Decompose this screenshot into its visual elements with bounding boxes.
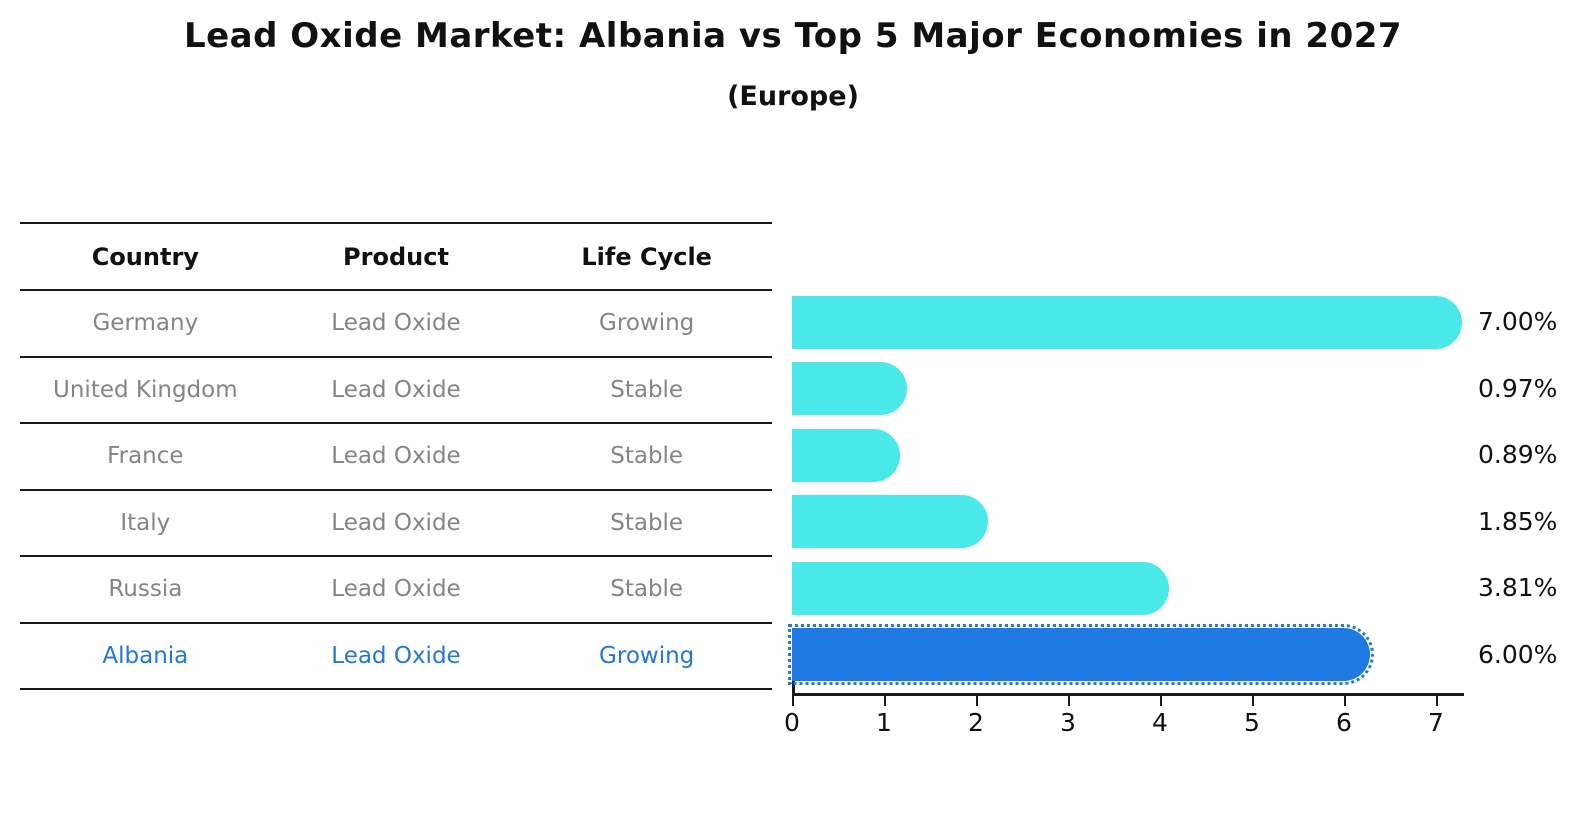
bar-united-kingdom [792, 362, 908, 416]
value-label-france: 0.89% [1478, 440, 1558, 470]
x-tick [1160, 696, 1162, 706]
cell-lifecycle: Growing [599, 642, 695, 669]
cell-product: Lead Oxide [331, 509, 461, 536]
table-row-albania: Albania Lead Oxide Growing [20, 624, 772, 690]
bar-chart: 7.00% 0.97% 0.89% 1.85% 3.81% 6.00% 0 1 2 3 4 5 6 7 [784, 222, 1582, 782]
value-label-albania: 6.00% [1478, 639, 1558, 669]
cell-lifecycle: Growing [599, 310, 695, 337]
x-tick [976, 696, 978, 706]
x-tick-label: 5 [1244, 708, 1260, 737]
value-label-italy: 1.85% [1478, 506, 1558, 536]
cell-product: Lead Oxide [331, 642, 461, 669]
table-row-germany: Germany Lead Oxide Growing [20, 291, 772, 358]
bar-albania [788, 624, 1374, 686]
table-row-united-kingdom: United Kingdom Lead Oxide Stable [20, 358, 772, 424]
cell-product: Lead Oxide [331, 443, 461, 470]
x-tick [884, 696, 886, 706]
value-label-russia: 3.81% [1478, 573, 1558, 603]
cell-country: United Kingdom [53, 376, 238, 403]
table-row-russia: Russia Lead Oxide Stable [20, 557, 772, 624]
table-row-italy: Italy Lead Oxide Stable [20, 491, 772, 557]
bar-italy [792, 495, 989, 549]
column-header-lifecycle: Life Cycle [581, 242, 712, 271]
bar-russia [792, 561, 1169, 615]
column-header-country: Country [91, 242, 199, 271]
page-subtitle: (Europe) [727, 81, 859, 112]
cell-product: Lead Oxide [331, 576, 461, 603]
cell-lifecycle: Stable [610, 443, 684, 470]
cell-product: Lead Oxide [331, 376, 461, 403]
bar-germany [792, 295, 1462, 349]
table-header-row: Country Product Life Cycle [20, 224, 772, 291]
x-tick-label: 0 [784, 708, 800, 737]
cell-country: France [107, 443, 184, 470]
page-title: Lead Oxide Market: Albania vs Top 5 Majo… [183, 16, 1403, 56]
value-label-united-kingdom: 0.97% [1478, 373, 1558, 403]
data-table: Country Product Life Cycle Germany Lead … [20, 222, 772, 690]
cell-lifecycle: Stable [610, 576, 684, 603]
column-header-product: Product [343, 242, 449, 271]
x-tick [1436, 696, 1438, 706]
x-tick-label: 3 [1060, 708, 1076, 737]
cell-lifecycle: Stable [610, 509, 684, 536]
x-tick-label: 6 [1336, 708, 1352, 737]
x-tick [792, 696, 794, 706]
cell-product: Lead Oxide [331, 310, 461, 337]
x-tick-label: 1 [876, 708, 892, 737]
bar-france [792, 428, 900, 482]
x-tick [1344, 696, 1346, 706]
x-tick [1252, 696, 1254, 706]
x-tick [1068, 696, 1070, 706]
x-tick-label: 4 [1152, 708, 1168, 737]
value-label-germany: 7.00% [1478, 307, 1558, 337]
cell-country: Albania [102, 642, 189, 669]
x-tick-label: 2 [968, 708, 984, 737]
y-axis-stub [792, 679, 795, 693]
cell-country: Germany [92, 310, 199, 337]
cell-lifecycle: Stable [610, 376, 684, 403]
cell-country: Italy [120, 509, 171, 536]
table-row-france: France Lead Oxide Stable [20, 424, 772, 491]
x-axis [792, 693, 1464, 696]
cell-country: Russia [108, 576, 183, 603]
x-tick-label: 7 [1428, 708, 1444, 737]
